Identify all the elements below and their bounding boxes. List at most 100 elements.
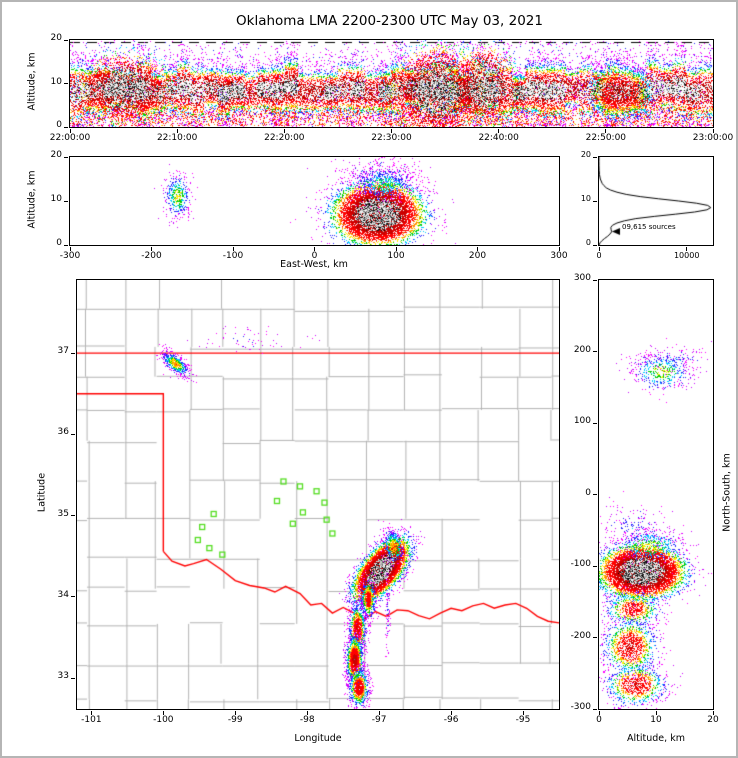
y-tick-mark (593, 422, 597, 424)
y-tick-mark (593, 708, 597, 710)
east-west-panel (69, 156, 560, 246)
x-tick-label: 22:50:00 (585, 133, 627, 143)
x-tick-mark (498, 129, 500, 133)
y-tick-label: 0 (56, 120, 62, 130)
y-tick-label: 10 (580, 194, 591, 203)
x-tick-mark (234, 711, 236, 715)
y-tick-label: 20 (580, 150, 591, 159)
x-tick-mark (306, 711, 308, 715)
x-tick-label: -98 (299, 715, 315, 725)
y-tick-mark (64, 39, 68, 41)
y-tick-label: 33 (57, 671, 69, 682)
y-tick-mark (71, 433, 75, 435)
x-tick-label: 22:20:00 (264, 133, 305, 143)
y-tick-label: -100 (570, 559, 591, 569)
north-south-xlabel: Altitude, km (627, 733, 685, 744)
north-south-panel (598, 279, 714, 710)
y-tick-label: -300 (570, 702, 591, 712)
y-tick-mark (593, 279, 597, 281)
x-tick-label: 22:10:00 (156, 133, 198, 143)
y-tick-label: 200 (573, 344, 591, 355)
east-west-xlabel: East-West, km (280, 259, 348, 270)
x-tick-label: -99 (227, 715, 243, 725)
y-tick-label: 36 (57, 427, 69, 438)
x-tick-mark (378, 711, 380, 715)
map-canvas (77, 280, 559, 709)
x-tick-label: -100 (153, 715, 174, 725)
x-tick-mark (69, 247, 71, 251)
x-tick-label: -97 (371, 715, 387, 725)
x-tick-mark (151, 247, 152, 251)
x-tick-mark (450, 711, 452, 715)
y-tick-mark (64, 244, 68, 246)
x-tick-label: 300 (550, 251, 568, 261)
x-tick-mark (522, 711, 524, 715)
y-tick-mark (593, 156, 597, 158)
y-tick-label: 0 (56, 238, 62, 248)
x-tick-label: 10000 (673, 251, 700, 260)
map-xlabel: Longitude (294, 733, 342, 744)
y-tick-label: 10 (50, 76, 62, 87)
y-tick-mark (64, 83, 68, 84)
map-panel (76, 279, 560, 710)
y-tick-label: 10 (50, 194, 62, 204)
y-tick-label: 37 (57, 346, 69, 357)
x-tick-mark (162, 711, 164, 715)
y-tick-mark (593, 637, 597, 638)
x-tick-mark (90, 711, 92, 715)
x-tick-mark (598, 711, 600, 715)
x-tick-label: 20 (707, 715, 719, 725)
time-height-canvas (70, 40, 713, 127)
x-tick-mark (395, 247, 397, 251)
x-tick-mark (712, 129, 714, 133)
y-tick-mark (64, 200, 68, 202)
x-tick-label: 0 (596, 715, 602, 725)
time-height-panel (69, 39, 714, 128)
source-count-annotation: 09,615 sources (622, 223, 676, 231)
x-tick-mark (655, 711, 657, 715)
y-tick-mark (593, 351, 597, 352)
x-tick-mark (176, 129, 178, 133)
x-tick-mark (686, 247, 688, 251)
east-west-canvas (70, 157, 559, 245)
y-tick-label: 0 (585, 238, 591, 247)
x-tick-mark (558, 247, 560, 251)
x-tick-label: 0 (596, 251, 602, 260)
y-tick-label: 34 (57, 589, 69, 600)
x-tick-label: 22:00:00 (49, 133, 91, 143)
x-tick-mark (477, 247, 478, 251)
x-tick-mark (598, 247, 600, 251)
y-tick-mark (71, 677, 75, 679)
x-tick-label: -100 (222, 251, 244, 261)
y-tick-mark (64, 126, 68, 128)
y-tick-mark (71, 352, 75, 354)
x-tick-label: -300 (59, 251, 81, 261)
x-tick-label: -101 (81, 715, 102, 725)
north-south-canvas (599, 280, 713, 709)
x-tick-label: 10 (650, 715, 662, 725)
y-tick-mark (593, 244, 597, 246)
y-tick-mark (593, 565, 597, 567)
histogram-panel (598, 156, 714, 246)
x-tick-label: 23:00:00 (692, 133, 734, 143)
x-tick-mark (391, 129, 392, 133)
x-tick-label: 22:30:00 (371, 133, 412, 143)
y-tick-mark (71, 596, 75, 598)
x-tick-label: 200 (468, 251, 487, 261)
x-tick-label: -96 (443, 715, 459, 725)
y-tick-mark (64, 156, 68, 158)
y-tick-label: 20 (50, 150, 62, 160)
y-tick-label: 300 (573, 273, 591, 283)
y-tick-label: 100 (573, 416, 591, 426)
y-tick-mark (71, 515, 75, 517)
x-tick-mark (232, 247, 234, 251)
y-tick-label: -200 (570, 630, 591, 641)
x-tick-label: 0 (311, 251, 318, 261)
x-tick-mark (605, 129, 607, 133)
y-tick-mark (593, 200, 597, 202)
x-tick-mark (712, 711, 714, 715)
y-tick-label: 20 (50, 33, 62, 43)
x-tick-label: -95 (515, 715, 531, 725)
x-tick-mark (69, 129, 71, 133)
